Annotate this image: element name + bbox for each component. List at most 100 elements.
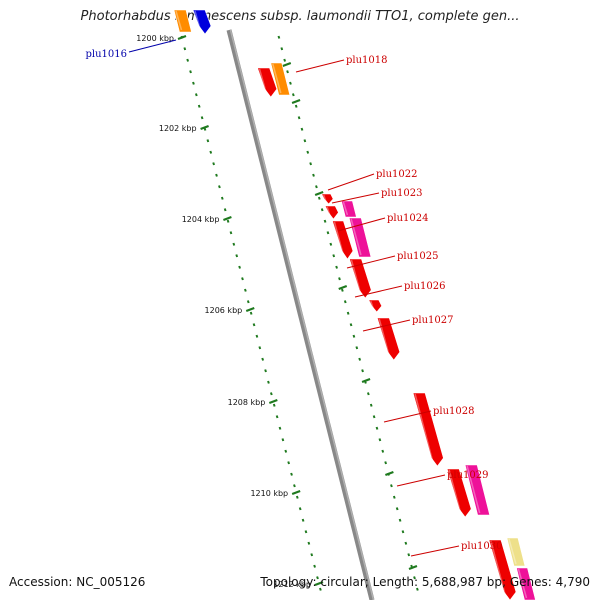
ruler-minor-tick [272,403,276,407]
outer-ring-tick [416,587,419,591]
gene-highlight [322,194,327,203]
backbone [226,29,375,600]
ruler-minor-tick [319,587,322,591]
ruler-minor-tick [255,334,259,338]
outer-ring-tick [315,185,318,189]
ruler-minor-tick [295,495,299,499]
ruler-label: 1202 kbp [159,124,197,133]
gene-highlight [508,538,517,565]
ruler-major-tick [177,34,187,41]
outer-ring-tick [404,541,408,545]
outer-ring-tick [341,288,344,292]
callout-line [383,410,432,423]
gene-highlight [370,300,375,311]
ruler-minor-tick [316,576,319,580]
ruler-minor-tick [284,449,288,453]
outer-ring-tick [300,127,304,131]
outer-ring-tick [303,139,307,143]
gene-arrow [257,67,278,98]
ruler-minor-tick [238,265,241,269]
ruler-minor-tick [246,300,250,304]
ruler-minor-tick [267,380,270,384]
outer-ring-tick [277,35,281,39]
gene-highlight [350,218,362,256]
outer-ring-major-tick [338,284,348,291]
ruler-minor-tick [223,208,227,212]
gene-label: plu1022 [376,169,418,180]
gene-highlight [342,201,349,216]
outer-ring-tick [289,81,292,85]
gene-highlight [466,465,481,514]
ruler-minor-tick [197,104,201,108]
outer-ring-tick [392,495,396,499]
gene-features [173,9,536,600]
ruler-ticks [177,34,419,591]
gene-arrow [376,317,401,361]
ruler-minor-tick [290,472,293,476]
gene-highlight [194,10,202,33]
gene-arrow [368,299,383,313]
ruler-major-tick [245,306,255,313]
outer-ring-tick [317,196,321,200]
callout-line [354,285,403,298]
gene-highlight [490,540,507,599]
ruler-minor-tick [235,254,239,258]
gene-label: plu1030 [461,541,503,552]
map-title: Photorhabdus luminescens subsp. laumondi… [80,9,520,24]
outer-ring-tick [407,553,411,557]
outer-ring-major-tick [361,377,371,384]
gene-highlight [517,568,528,599]
gene-label: plu1027 [412,315,454,326]
gene-label: plu1024 [387,213,429,224]
outer-ring-tick [280,47,284,51]
ruler-minor-tick [304,530,308,534]
outer-ring-major-tick [282,61,292,68]
ruler-minor-tick [298,507,302,511]
outer-ring-tick [361,369,364,373]
ruler-minor-tick [232,242,236,246]
ruler-minor-tick [269,392,273,396]
gene-label: plu1018 [346,55,388,66]
gene-arrow [348,217,372,258]
gene-arrow [488,539,517,600]
genome-summary-text: Topology: circular; Length: 5,688,987 bp… [260,575,590,589]
gene-arrow [321,193,334,205]
gene-arrow [332,220,354,260]
gene-arrow [446,468,472,518]
ruler-major-tick [268,398,278,405]
gene-label: plu1026 [404,281,446,292]
gene-highlight [326,206,332,218]
ruler-minor-tick [192,81,195,85]
callout-line [128,39,177,53]
outer-ring-tick [286,70,289,74]
ruler-minor-tick [275,415,279,419]
ruler-major-tick [291,489,301,496]
gene-arrow [341,200,357,218]
gene-label: plu1023 [381,188,423,199]
ruler-major-tick [200,124,209,131]
ruler-major-tick [314,580,324,587]
outer-ring-major-tick [385,470,394,477]
ruler-minor-tick [249,311,253,315]
callout-line [346,255,396,269]
callout-line [331,192,380,204]
outer-ring-tick [369,403,373,407]
ruler-minor-tick [200,116,204,120]
callout-line [327,173,375,191]
gene-label: plu1029 [447,470,489,481]
callout-line [410,545,460,557]
ruler-labels: 1200 kbp 1202 kbp 1204 kbp 1206 kbp 1208 kbp… [136,34,311,589]
gene-arrow [173,9,192,33]
ruler-minor-tick [215,173,218,177]
ruler-minor-tick [301,518,305,522]
gene-arrow [506,537,526,567]
ruler-label: 1206 kbp [205,306,243,315]
ruler-minor-tick [212,162,215,166]
outer-ring-major-tick [314,190,324,197]
ruler-minor-tick [229,231,233,235]
ruler-label: 1200 kbp [136,34,174,43]
outer-ring-tick [297,116,301,120]
outer-ring-tick [358,357,362,361]
outer-ring-tick [291,93,295,97]
ruler-minor-tick [252,323,256,327]
